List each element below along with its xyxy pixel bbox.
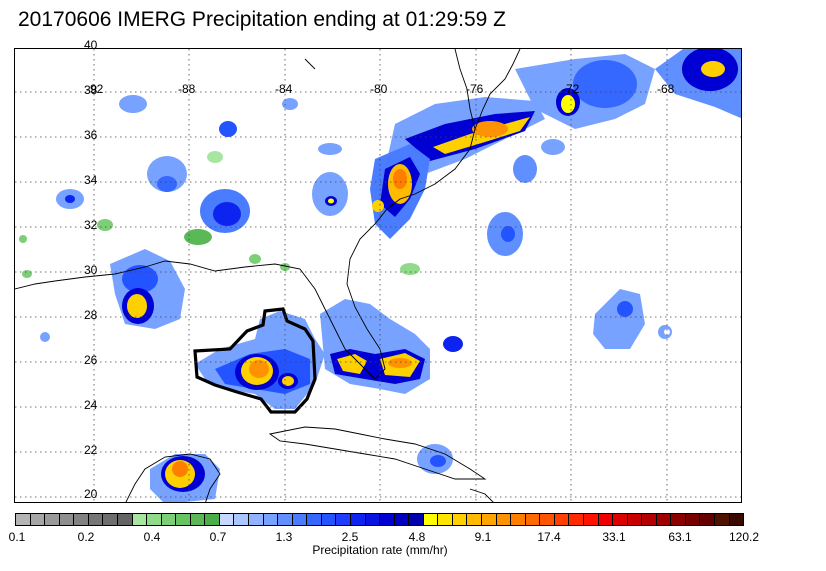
colorbar-swatch — [671, 514, 686, 525]
colorbar-tick: 0.2 — [77, 530, 95, 544]
chart-title: 20170606 IMERG Precipitation ending at 0… — [18, 8, 506, 31]
colorbar-swatch — [496, 514, 512, 525]
colorbar-swatch — [205, 514, 220, 525]
colorbar-swatch — [321, 514, 337, 525]
highlighted-region-outline — [193, 307, 317, 414]
precipitation-field — [19, 49, 741, 502]
precipitation-map — [14, 48, 742, 503]
colorbar-swatch — [74, 514, 89, 525]
colorbar-swatch — [117, 514, 133, 525]
colorbar-swatch — [525, 514, 541, 525]
colorbar-swatch — [147, 514, 162, 525]
colorbar-swatch — [190, 514, 206, 525]
graticule — [15, 49, 741, 502]
colorbar-swatch — [627, 514, 643, 525]
colorbar-swatch — [278, 514, 293, 525]
colorbar-swatch — [88, 514, 104, 525]
colorbar-tick: 120.2 — [728, 530, 760, 544]
colorbar-swatch — [350, 514, 366, 525]
map-canvas — [15, 49, 741, 502]
lat-label-26: 26 — [84, 353, 98, 367]
colorbar-tick: 1.3 — [275, 530, 293, 544]
colorbar-swatch — [16, 514, 31, 525]
colorbar-swatch — [685, 514, 701, 525]
colorbar-tick: 2.5 — [341, 530, 359, 544]
colorbar-swatch — [423, 514, 439, 525]
colorbar-tick: 0.1 — [8, 530, 26, 544]
lat-label-20: 20 — [84, 487, 98, 501]
colorbar-swatch — [176, 514, 191, 525]
lat-label-32: 32 — [84, 218, 98, 232]
colorbar-swatch — [336, 514, 351, 525]
colorbar-swatch — [263, 514, 279, 525]
colorbar-swatch — [219, 514, 235, 525]
coastlines — [15, 49, 521, 502]
colorbar-swatch — [409, 514, 424, 525]
colorbar-swatch — [613, 514, 628, 525]
colorbar-swatch — [365, 514, 381, 525]
lat-label-22: 22 — [84, 443, 98, 457]
colorbar-tick: 4.8 — [408, 530, 426, 544]
colorbar-swatch — [583, 514, 599, 525]
lat-label-38: 38 — [84, 83, 98, 97]
colorbar-swatch — [729, 514, 744, 525]
colorbar-swatch — [438, 514, 453, 525]
colorbar-swatch — [700, 514, 715, 525]
precipitation-colorbar — [15, 513, 744, 526]
lat-label-28: 28 — [84, 308, 98, 322]
colorbar-swatch — [307, 514, 322, 525]
colorbar-label: Precipitation rate (mm/hr) — [312, 543, 448, 557]
lon-label-68: -68 — [657, 82, 675, 96]
colorbar-tick: 63.1 — [668, 530, 692, 544]
lat-label-36: 36 — [84, 128, 98, 142]
colorbar-swatch — [59, 514, 75, 525]
colorbar-swatch — [132, 514, 148, 525]
colorbar-swatch — [394, 514, 410, 525]
lat-label-30: 30 — [84, 263, 98, 277]
colorbar-tick: 9.1 — [474, 530, 492, 544]
colorbar-swatch — [554, 514, 570, 525]
lon-label-92: -92 — [86, 82, 104, 96]
lon-label-76: -76 — [466, 82, 484, 96]
lat-label-34: 34 — [84, 173, 98, 187]
colorbar-tick: 0.4 — [143, 530, 161, 544]
colorbar-swatch — [292, 514, 308, 525]
colorbar-swatch — [103, 514, 118, 525]
colorbar-swatch — [598, 514, 614, 525]
colorbar-swatch — [249, 514, 264, 525]
colorbar-swatch — [569, 514, 584, 525]
colorbar-tick: 0.7 — [209, 530, 227, 544]
lon-label-72: -72 — [562, 82, 580, 96]
colorbar-swatch — [234, 514, 249, 525]
colorbar-swatch — [45, 514, 60, 525]
colorbar-swatch — [656, 514, 672, 525]
colorbar-tick: 17.4 — [537, 530, 561, 544]
colorbar-swatch — [482, 514, 497, 525]
colorbar-swatch — [452, 514, 468, 525]
colorbar-swatch — [30, 514, 46, 525]
lat-label-40: 40 — [84, 38, 98, 52]
colorbar-swatch — [161, 514, 177, 525]
lon-label-88: -88 — [178, 82, 196, 96]
lon-label-84: -84 — [275, 82, 293, 96]
colorbar-swatch — [540, 514, 555, 525]
colorbar-swatch — [642, 514, 657, 525]
colorbar-swatch — [467, 514, 482, 525]
colorbar-tick: 33.1 — [602, 530, 626, 544]
lat-label-24: 24 — [84, 398, 98, 412]
colorbar-swatch — [380, 514, 395, 525]
colorbar-swatch — [511, 514, 526, 525]
lon-label-80: -80 — [370, 82, 388, 96]
colorbar-swatch — [715, 514, 730, 525]
